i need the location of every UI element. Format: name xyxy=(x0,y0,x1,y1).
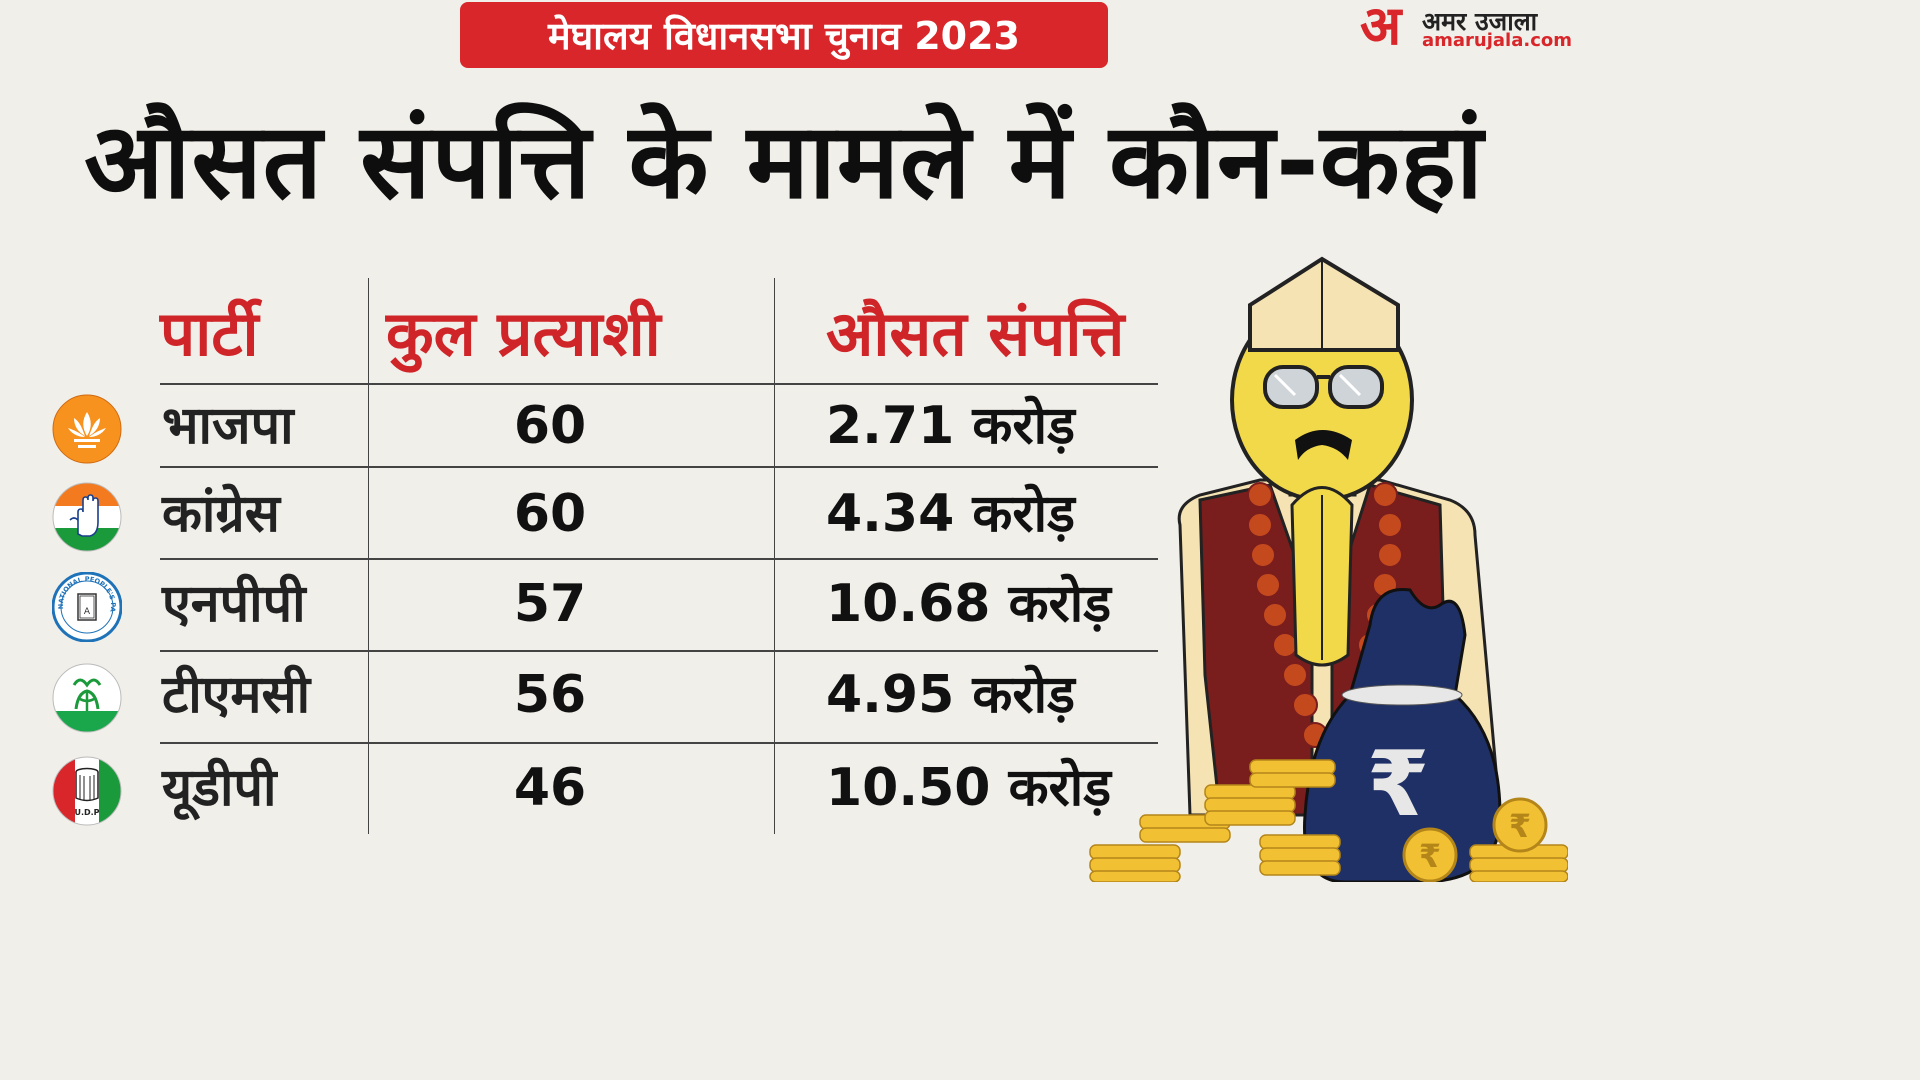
row-divider xyxy=(160,466,1158,468)
row-divider xyxy=(160,742,1158,744)
party-name: एनपीपी xyxy=(162,574,306,634)
cap xyxy=(1248,256,1400,352)
book-icon: NATIONAL PEOPLE'S PARTY (NPP) A xyxy=(52,572,122,642)
table-row: भाजपा 60 2.71 करोड़ xyxy=(50,384,1160,474)
sunglasses-icon xyxy=(1263,365,1384,409)
candidate-count: 56 xyxy=(513,665,587,725)
party-name: यूडीपी xyxy=(162,758,277,818)
brand-url: amarujala.com xyxy=(1422,30,1573,51)
average-assets: 10.68 करोड़ xyxy=(826,574,1112,634)
rupee-coin-icon: ₹ xyxy=(1492,797,1548,853)
party-name: भाजपा xyxy=(162,396,294,456)
garland xyxy=(1247,482,1403,748)
column-divider xyxy=(368,278,369,834)
politician-illustration: ₹ ₹ ₹ xyxy=(1089,256,1568,882)
moustache xyxy=(1295,430,1352,460)
svg-text:₹: ₹ xyxy=(1509,807,1531,845)
brand-name: अमर उजाला xyxy=(1422,7,1538,36)
party-name: कांग्रेस xyxy=(162,484,280,544)
coin-stacks xyxy=(1089,759,1568,882)
brand-mark: अ xyxy=(1360,0,1402,57)
candidate-count: 60 xyxy=(513,484,587,544)
hand-icon xyxy=(52,482,122,552)
symbol-text: U.D.P xyxy=(74,808,99,817)
party-name: टीएमसी xyxy=(162,665,311,725)
column-divider xyxy=(774,278,775,834)
election-tag: मेघालय विधानसभा चुनाव 2023 xyxy=(460,2,1108,68)
header-party: पार्टी xyxy=(160,297,259,370)
svg-text:₹: ₹ xyxy=(1419,837,1441,875)
candidate-count: 57 xyxy=(513,574,587,634)
table-row: टीएमसी 56 4.95 करोड़ xyxy=(50,653,1160,743)
lotus-icon xyxy=(52,394,122,464)
header-candidates: कुल प्रत्याशी xyxy=(386,297,661,370)
average-assets: 4.95 करोड़ xyxy=(826,665,1075,725)
drum-icon: U.D.P xyxy=(52,756,122,826)
row-divider xyxy=(160,383,1158,385)
average-assets: 4.34 करोड़ xyxy=(826,484,1075,544)
svg-text:₹: ₹ xyxy=(1367,732,1430,837)
row-divider xyxy=(160,558,1158,560)
candidate-count: 60 xyxy=(513,396,587,456)
svg-text:A: A xyxy=(84,607,91,617)
row-divider xyxy=(160,650,1158,652)
table-row: कांग्रेस 60 4.34 करोड़ xyxy=(50,472,1160,562)
candidate-count: 46 xyxy=(513,758,587,818)
header-assets: औसत संपत्ति xyxy=(826,297,1125,370)
brand-logo[interactable]: अ अमर उजाला amarujala.com xyxy=(1360,0,1572,56)
headline: औसत संपत्ति के मामले में कौन-कहां xyxy=(84,100,1484,222)
rupee-coin-icon: ₹ xyxy=(1402,827,1458,882)
average-assets: 2.71 करोड़ xyxy=(826,396,1075,456)
table-row: NATIONAL PEOPLE'S PARTY (NPP) A एनपीपी 5… xyxy=(50,562,1160,652)
money-bag-icon: ₹ xyxy=(1303,587,1502,882)
table-row: U.D.P यूडीपी 46 10.50 करोड़ xyxy=(50,746,1160,836)
flower-grass-icon xyxy=(52,663,122,733)
average-assets: 10.50 करोड़ xyxy=(826,758,1112,818)
